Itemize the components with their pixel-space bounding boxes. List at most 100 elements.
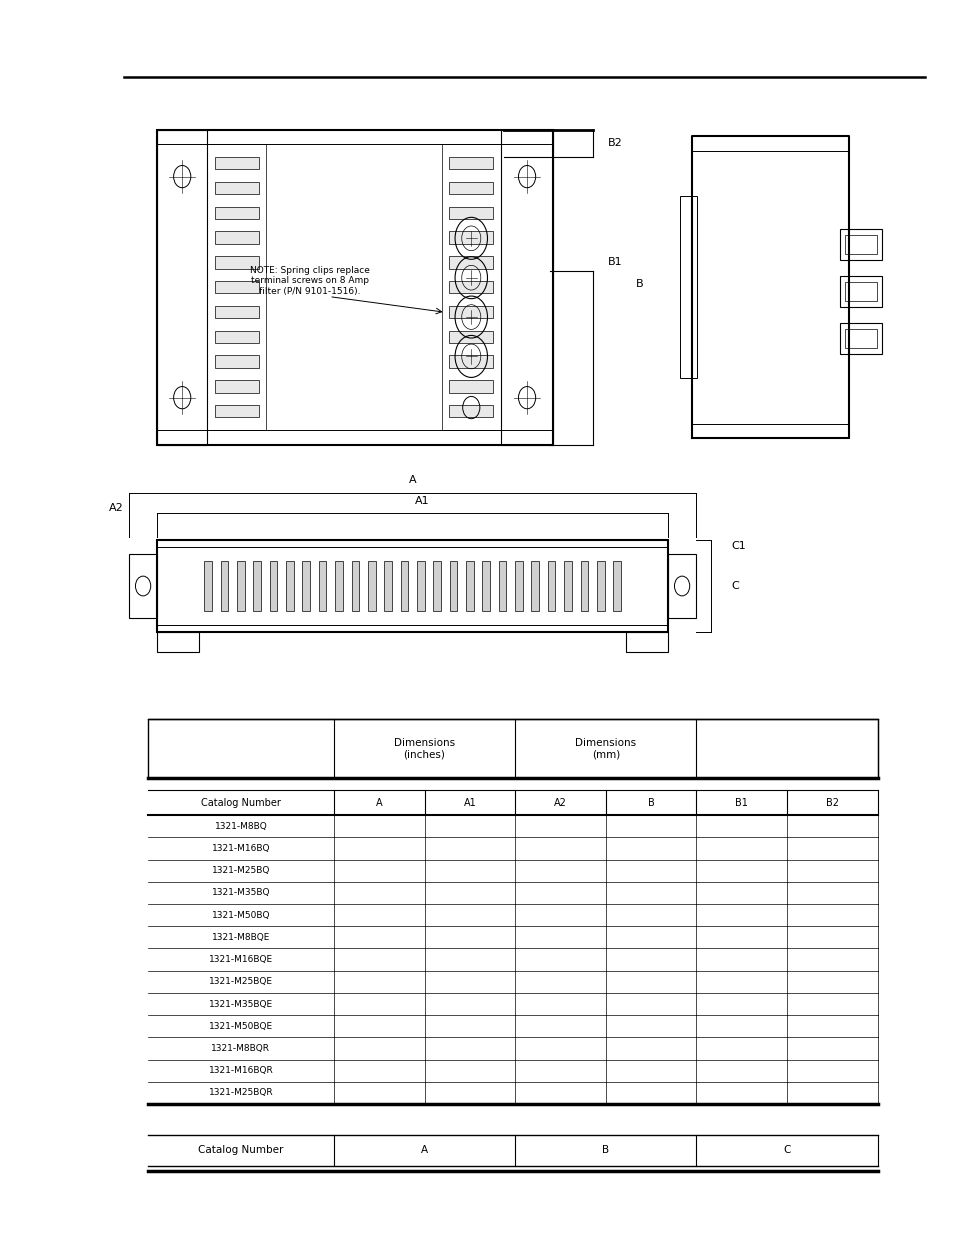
Bar <box>214 306 258 319</box>
Bar <box>449 380 493 393</box>
Text: 1321-M16BQR: 1321-M16BQR <box>209 1066 273 1076</box>
Bar <box>679 196 697 378</box>
Text: 1321-M50BQ: 1321-M50BQ <box>212 910 270 920</box>
Bar <box>270 561 277 611</box>
Text: B1: B1 <box>607 257 621 267</box>
Bar <box>214 157 258 169</box>
Bar <box>129 553 157 619</box>
Bar <box>844 329 876 347</box>
Bar <box>613 561 620 611</box>
Text: B2: B2 <box>607 138 621 148</box>
Bar <box>368 561 375 611</box>
Text: NOTE: Spring clips replace
terminal screws on 8 Amp
filter (P/N 9101-1516).: NOTE: Spring clips replace terminal scre… <box>250 266 370 295</box>
Bar <box>449 561 456 611</box>
Bar <box>214 380 258 393</box>
Bar <box>449 231 493 243</box>
Bar <box>482 561 490 611</box>
Bar <box>148 719 877 778</box>
Text: C: C <box>731 580 739 592</box>
Text: 1321-M16BQE: 1321-M16BQE <box>209 955 273 965</box>
Bar <box>515 561 522 611</box>
Bar <box>563 561 571 611</box>
Text: 1321-M50BQE: 1321-M50BQE <box>209 1021 273 1031</box>
Bar <box>214 182 258 194</box>
Bar <box>214 206 258 219</box>
Text: B2: B2 <box>825 798 838 808</box>
Bar <box>384 561 392 611</box>
Text: 1321-M35BQE: 1321-M35BQE <box>209 999 273 1009</box>
Bar <box>547 561 555 611</box>
Text: 1321-M25BQ: 1321-M25BQ <box>212 866 270 876</box>
Bar <box>449 182 493 194</box>
Text: 1321-M35BQ: 1321-M35BQ <box>212 888 270 898</box>
Bar <box>449 306 493 319</box>
Bar <box>157 130 553 445</box>
Bar <box>500 130 553 445</box>
Bar <box>449 157 493 169</box>
Bar <box>214 256 258 268</box>
Text: 1321-M25BQE: 1321-M25BQE <box>209 977 273 987</box>
Bar <box>220 561 228 611</box>
Bar <box>449 356 493 368</box>
Bar <box>449 405 493 417</box>
Bar <box>844 235 876 253</box>
Text: Catalog Number: Catalog Number <box>198 1145 283 1156</box>
Text: A1: A1 <box>463 798 476 808</box>
Bar <box>157 130 553 144</box>
Bar <box>214 331 258 343</box>
Bar <box>351 561 358 611</box>
Bar <box>839 275 882 306</box>
Bar <box>286 561 294 611</box>
Bar <box>691 136 848 151</box>
Text: A: A <box>375 798 382 808</box>
Bar <box>214 405 258 417</box>
Bar <box>449 331 493 343</box>
Text: Catalog Number: Catalog Number <box>201 798 280 808</box>
Bar <box>839 322 882 353</box>
Text: 1321-M25BQR: 1321-M25BQR <box>209 1088 273 1098</box>
Bar <box>207 144 266 430</box>
Bar <box>449 280 493 293</box>
Bar <box>302 561 310 611</box>
Text: A: A <box>409 475 416 485</box>
Text: B1: B1 <box>735 798 747 808</box>
Bar <box>466 561 474 611</box>
Bar <box>204 561 212 611</box>
Text: A: A <box>420 1145 428 1156</box>
Bar <box>253 561 261 611</box>
Bar <box>449 206 493 219</box>
Text: A2: A2 <box>110 503 124 513</box>
Bar <box>580 561 588 611</box>
Text: B: B <box>636 279 643 289</box>
Text: Dimensions
(mm): Dimensions (mm) <box>575 737 636 760</box>
Bar <box>625 632 667 652</box>
Text: 1321-M8BQE: 1321-M8BQE <box>212 932 270 942</box>
Bar <box>667 553 696 619</box>
Bar <box>433 561 440 611</box>
Bar <box>449 256 493 268</box>
Text: A1: A1 <box>415 496 429 506</box>
Bar <box>157 430 553 445</box>
Bar <box>597 561 604 611</box>
Text: B: B <box>601 1145 609 1156</box>
Text: Dimensions
(inches): Dimensions (inches) <box>394 737 455 760</box>
Bar <box>318 561 326 611</box>
Text: C1: C1 <box>731 541 745 551</box>
Text: 1321-M16BQ: 1321-M16BQ <box>212 844 270 853</box>
Bar <box>498 561 506 611</box>
Text: 1321-M8BQR: 1321-M8BQR <box>212 1044 270 1053</box>
Bar <box>416 561 424 611</box>
Bar <box>214 231 258 243</box>
Text: A2: A2 <box>554 798 566 808</box>
Bar <box>691 424 848 438</box>
Bar <box>531 561 538 611</box>
Bar <box>157 632 199 652</box>
Text: C: C <box>782 1145 790 1156</box>
Bar <box>839 228 882 259</box>
Bar <box>441 144 500 430</box>
Bar <box>844 282 876 300</box>
Bar <box>335 561 342 611</box>
Text: B: B <box>647 798 654 808</box>
Bar <box>236 561 244 611</box>
Bar <box>157 540 667 632</box>
